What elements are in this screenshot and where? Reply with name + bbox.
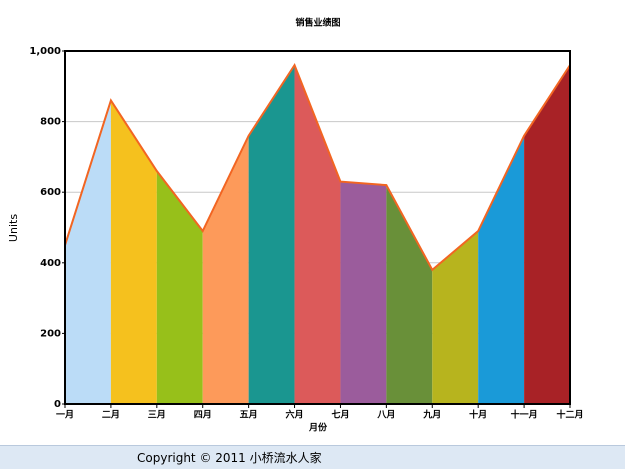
plot-border — [64, 50, 571, 405]
copyright: Copyright © 2011 小桥流水人家 — [137, 451, 322, 465]
x-axis-label: 月份 — [308, 422, 328, 434]
x-tick-label: 十二月 — [556, 409, 583, 421]
area-segment — [524, 65, 570, 405]
x-tick-label: 十月 — [469, 409, 487, 421]
area-segment — [432, 231, 479, 404]
x-tick-label: 九月 — [422, 409, 441, 421]
x-tick-label: 三月 — [148, 410, 166, 421]
y-tick-label: 600 — [40, 187, 61, 198]
chart-title: 销售业绩图 — [295, 17, 340, 29]
area-segment — [386, 185, 433, 404]
area-segment — [340, 181, 387, 404]
y-tick-label: 400 — [40, 258, 61, 269]
footer: Copyright © 2011 小桥流水人家 — [0, 445, 625, 469]
area-segment — [248, 65, 295, 405]
chart: 销售业绩图 Units 月份 0 200 400 600 800 1,000 一月 二月 三月 四… — [7, 17, 584, 434]
y-tick-label: 800 — [40, 117, 61, 128]
area-segment — [202, 135, 249, 404]
x-tick-label: 五月 — [240, 410, 258, 421]
area-segment — [65, 100, 111, 405]
x-tick-label: 一月 — [56, 410, 74, 421]
area-segment — [110, 100, 157, 405]
area-segment — [294, 65, 341, 405]
x-tick-label: 四月 — [194, 410, 212, 421]
y-tick-label: 1,000 — [29, 46, 61, 57]
y-tick-label: 0 — [54, 399, 61, 410]
x-tick-label: 二月 — [102, 410, 120, 421]
x-tick-label: 七月 — [331, 409, 349, 421]
y-tick-label: 200 — [40, 328, 61, 339]
y-axis-label: Units — [7, 214, 20, 242]
x-tick-label: 八月 — [376, 410, 395, 421]
area-segment — [478, 135, 525, 404]
x-tick-label: 十一月 — [511, 409, 538, 421]
line — [64, 62, 571, 272]
x-tick-label: 六月 — [286, 409, 304, 421]
area-segment — [156, 171, 203, 404]
